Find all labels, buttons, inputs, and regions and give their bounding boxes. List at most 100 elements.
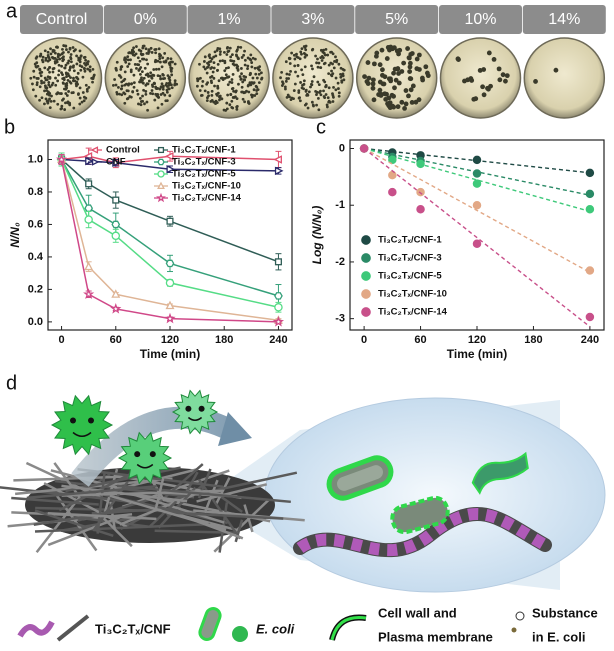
colony bbox=[389, 92, 395, 98]
y-tick-label: 0.0 bbox=[28, 316, 43, 328]
colony bbox=[390, 103, 396, 109]
x-tick-label: 120 bbox=[468, 334, 486, 346]
marker bbox=[164, 151, 174, 161]
x-tick-label: 240 bbox=[269, 334, 287, 346]
colony bbox=[195, 84, 199, 88]
colony bbox=[168, 94, 172, 98]
panel-b: b 0 60 120 180 240 0.0 0.2 0.4 0.6 0.8 1.0 Time (min… bbox=[4, 116, 293, 361]
colony bbox=[304, 88, 308, 92]
marker bbox=[361, 235, 371, 245]
x-tick-label: 240 bbox=[581, 334, 599, 346]
marker bbox=[361, 253, 371, 263]
colony bbox=[401, 60, 407, 66]
colony bbox=[250, 61, 254, 64]
colony bbox=[287, 56, 291, 60]
colony bbox=[385, 45, 391, 50]
colony bbox=[146, 62, 150, 66]
colony bbox=[283, 85, 287, 89]
colony bbox=[140, 53, 144, 57]
colony bbox=[251, 56, 255, 60]
legend-icon bbox=[330, 615, 367, 641]
marker bbox=[111, 231, 121, 241]
colony bbox=[228, 46, 232, 50]
colony bbox=[114, 67, 118, 71]
colony bbox=[168, 81, 172, 85]
fiber-strand bbox=[198, 478, 242, 540]
arrow-head bbox=[218, 412, 252, 446]
fiber-strand bbox=[26, 485, 157, 500]
marker bbox=[274, 303, 283, 312]
colony bbox=[285, 77, 289, 80]
marker bbox=[272, 315, 285, 327]
colony bbox=[159, 77, 163, 81]
colony bbox=[300, 47, 304, 51]
colony bbox=[72, 76, 75, 80]
colony bbox=[290, 51, 294, 55]
colony bbox=[69, 53, 73, 56]
colony bbox=[127, 82, 131, 86]
colony bbox=[384, 56, 390, 61]
colony bbox=[395, 104, 401, 110]
colony bbox=[64, 92, 68, 95]
colony bbox=[158, 74, 162, 78]
colony bbox=[149, 71, 153, 75]
colony bbox=[255, 89, 259, 92]
colony bbox=[309, 85, 312, 89]
colony bbox=[169, 69, 173, 73]
colony bbox=[249, 58, 253, 62]
marker bbox=[585, 189, 595, 199]
colony bbox=[236, 56, 240, 60]
colony bbox=[68, 80, 72, 84]
colony bbox=[230, 106, 234, 109]
colony bbox=[144, 47, 148, 51]
marker bbox=[585, 266, 595, 275]
colony bbox=[331, 72, 335, 76]
marker bbox=[84, 204, 94, 212]
colony bbox=[139, 49, 143, 53]
marker bbox=[388, 187, 397, 197]
colony bbox=[403, 101, 409, 107]
marker bbox=[157, 146, 165, 154]
colony bbox=[146, 108, 149, 112]
series-line bbox=[60, 159, 279, 297]
colony bbox=[40, 96, 44, 100]
marker bbox=[110, 303, 122, 314]
colony bbox=[75, 84, 78, 88]
legend-icon bbox=[515, 611, 525, 621]
colony bbox=[257, 81, 261, 85]
colony bbox=[203, 55, 207, 59]
colony bbox=[66, 61, 70, 65]
colony bbox=[279, 76, 282, 80]
colony bbox=[120, 93, 124, 97]
colony bbox=[240, 72, 243, 76]
colony bbox=[370, 81, 376, 87]
colony bbox=[423, 64, 429, 70]
colony bbox=[133, 62, 137, 66]
arrow bbox=[71, 406, 235, 487]
colony bbox=[129, 95, 133, 99]
marker bbox=[84, 261, 94, 271]
colony bbox=[212, 76, 216, 80]
colony bbox=[295, 52, 298, 56]
eye bbox=[185, 405, 192, 412]
colony bbox=[260, 76, 264, 80]
colony bbox=[391, 70, 396, 76]
colony bbox=[253, 57, 257, 61]
colony bbox=[298, 99, 302, 103]
colony bbox=[337, 62, 341, 66]
colony bbox=[314, 89, 317, 93]
colony bbox=[216, 68, 219, 72]
colony bbox=[40, 79, 43, 83]
panel-label: b bbox=[4, 116, 15, 138]
colony bbox=[36, 77, 40, 80]
fiber-strand bbox=[53, 462, 81, 498]
colony bbox=[297, 96, 301, 100]
colony bbox=[284, 87, 287, 91]
colony bbox=[39, 74, 43, 78]
marker bbox=[85, 156, 94, 166]
legend-icon bbox=[232, 626, 248, 642]
colony bbox=[227, 49, 231, 53]
colony bbox=[31, 82, 34, 86]
colony bbox=[327, 72, 331, 76]
marker bbox=[112, 158, 121, 168]
